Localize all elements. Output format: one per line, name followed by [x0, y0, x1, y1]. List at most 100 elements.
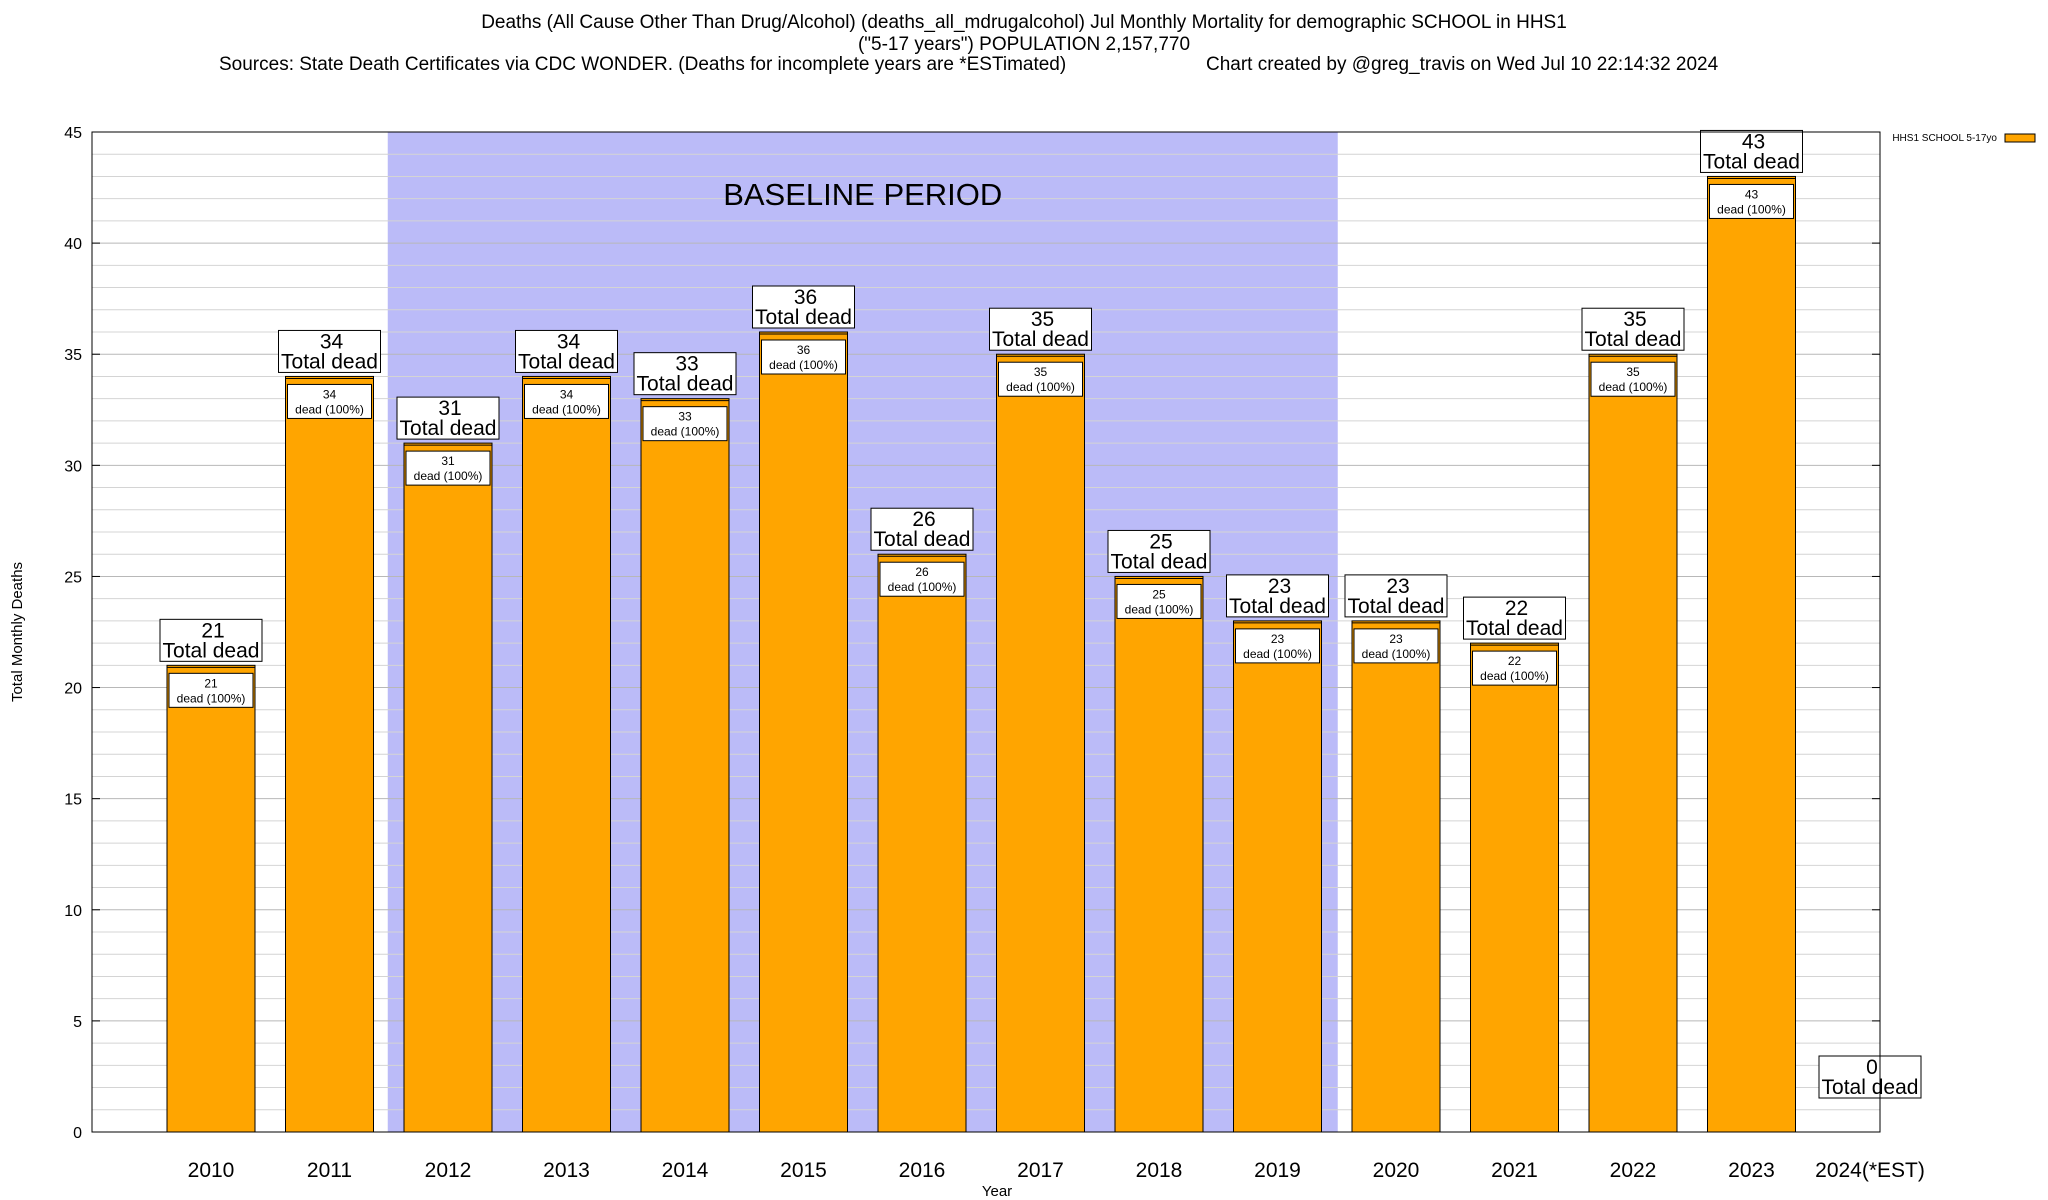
total-label-box [1581, 307, 1685, 351]
total-label-value: 0 [1866, 1056, 1878, 1079]
bar [1588, 353, 1678, 1133]
total-label-box [278, 329, 381, 373]
y-tick-label: 0 [73, 1125, 82, 1142]
bar [1351, 620, 1441, 1133]
bar-inner-value: 21 [204, 676, 218, 690]
bar-inner-value: 35 [1626, 365, 1640, 379]
bar [1114, 575, 1204, 1133]
total-label-box [1344, 574, 1448, 618]
legend-swatch [2004, 133, 2036, 143]
total-label-value: 35 [1623, 308, 1646, 331]
bar-inner-value: 22 [1508, 654, 1522, 668]
bar-inner-percent: dead (100%) [1125, 602, 1194, 616]
chart-title: Deaths (All Cause Other Than Drug/Alcoho… [0, 12, 2048, 56]
y-tick-label: 5 [73, 1014, 82, 1031]
bar-inner-percent: dead (100%) [1599, 380, 1668, 394]
bar-inner-label-box [642, 406, 728, 442]
x-tick-label: 2011 [307, 1159, 352, 1182]
x-tick-label: 2018 [1136, 1159, 1183, 1182]
total-label-value: 34 [557, 330, 581, 353]
bar-inner-label-box [1353, 628, 1439, 664]
x-tick-label: 2022 [1610, 1159, 1657, 1182]
bar-inner-value: 34 [560, 387, 574, 401]
total-label-text: Total dead [637, 373, 734, 396]
bar-inner-value: 31 [441, 454, 455, 468]
title-line-1: Deaths (All Cause Other Than Drug/Alcoho… [481, 12, 1567, 33]
y-tick-label: 10 [64, 903, 82, 920]
legend-label: HHS1 SCHOOL 5-17yo [1892, 133, 1997, 144]
bar-inner-label-box [761, 339, 846, 375]
baseline-label: BASELINE PERIOD [723, 177, 1002, 212]
bar-inner-value: 26 [915, 565, 929, 579]
bar-inner-percent: dead (100%) [651, 425, 720, 439]
bar-inner-label-box [168, 672, 254, 708]
bar-inner-percent: dead (100%) [1243, 647, 1312, 661]
bar-inner-percent: dead (100%) [1480, 669, 1549, 683]
total-label-value: 21 [201, 619, 224, 642]
bar [759, 331, 848, 1133]
total-label-box [515, 329, 618, 373]
bar-inner-label-box [1235, 628, 1320, 664]
y-tick-label: 35 [64, 347, 82, 364]
y-tick-label: 40 [64, 236, 82, 253]
bar-inner-percent: dead (100%) [769, 358, 838, 372]
x-tick-label: 2016 [899, 1159, 946, 1182]
x-tick-label: 2013 [543, 1159, 590, 1182]
x-tick-label: 2010 [188, 1159, 235, 1182]
total-label-box [1463, 596, 1566, 640]
total-label-box [752, 285, 855, 329]
bar-inner-percent: dead (100%) [1717, 202, 1786, 216]
total-label-text: Total dead [518, 350, 615, 373]
bar [877, 553, 967, 1133]
total-label-value: 23 [1268, 575, 1291, 598]
created-note: Chart created by @greg_travis on Wed Jul… [1206, 54, 1719, 75]
total-label-value: 34 [320, 330, 344, 353]
bar [640, 398, 730, 1133]
total-label-text: Total dead [1822, 1076, 1919, 1099]
bar-inner-percent: dead (100%) [532, 402, 601, 416]
x-tick-label: 2023 [1728, 1159, 1775, 1182]
bar [403, 442, 493, 1133]
x-tick-label: 2015 [780, 1159, 827, 1182]
bar-inner-value: 33 [678, 410, 692, 424]
total-label-text: Total dead [992, 328, 1089, 351]
bar [522, 375, 611, 1133]
y-tick-label: 25 [64, 569, 82, 586]
bar-inner-label-box [1709, 183, 1794, 219]
bar-inner-label-box [1590, 361, 1676, 397]
x-tick-label: 2014 [662, 1159, 709, 1182]
total-label-box [870, 507, 974, 551]
bar-inner-label-box [1472, 650, 1557, 686]
total-label-box [633, 352, 737, 396]
bar [996, 353, 1085, 1133]
total-label-value: 26 [912, 508, 935, 531]
bar [166, 664, 256, 1133]
bar-inner-value: 36 [797, 343, 811, 357]
x-tick-label: 2017 [1017, 1159, 1064, 1182]
total-label-value: 36 [794, 286, 817, 309]
y-tick-label: 20 [64, 681, 82, 698]
bar-inner-label-box [524, 383, 609, 419]
total-label-text: Total dead [1466, 617, 1563, 640]
total-label-value: 25 [1149, 530, 1172, 553]
total-label-text: Total dead [400, 417, 497, 440]
x-tick-label: 2024(*EST) [1815, 1159, 1925, 1182]
total-label-text: Total dead [874, 528, 971, 551]
bar-inner-value: 35 [1034, 365, 1048, 379]
total-label-text: Total dead [281, 350, 378, 373]
bar-inner-value: 34 [323, 387, 337, 401]
bar-inner-value: 23 [1389, 632, 1403, 646]
total-label-value: 31 [438, 397, 461, 420]
total-label-box [1818, 1055, 1922, 1099]
total-label-text: Total dead [755, 306, 852, 329]
x-tick-label: 2012 [425, 1159, 472, 1182]
total-label-box [1107, 529, 1211, 573]
bar [1233, 620, 1322, 1133]
x-axis-label: Year [982, 1183, 1012, 1200]
plot-border [91, 131, 1881, 1133]
bar-inner-percent: dead (100%) [414, 469, 483, 483]
total-label-value: 43 [1742, 130, 1765, 153]
bar-inner-value: 43 [1745, 187, 1759, 201]
bar-inner-value: 25 [1152, 587, 1166, 601]
